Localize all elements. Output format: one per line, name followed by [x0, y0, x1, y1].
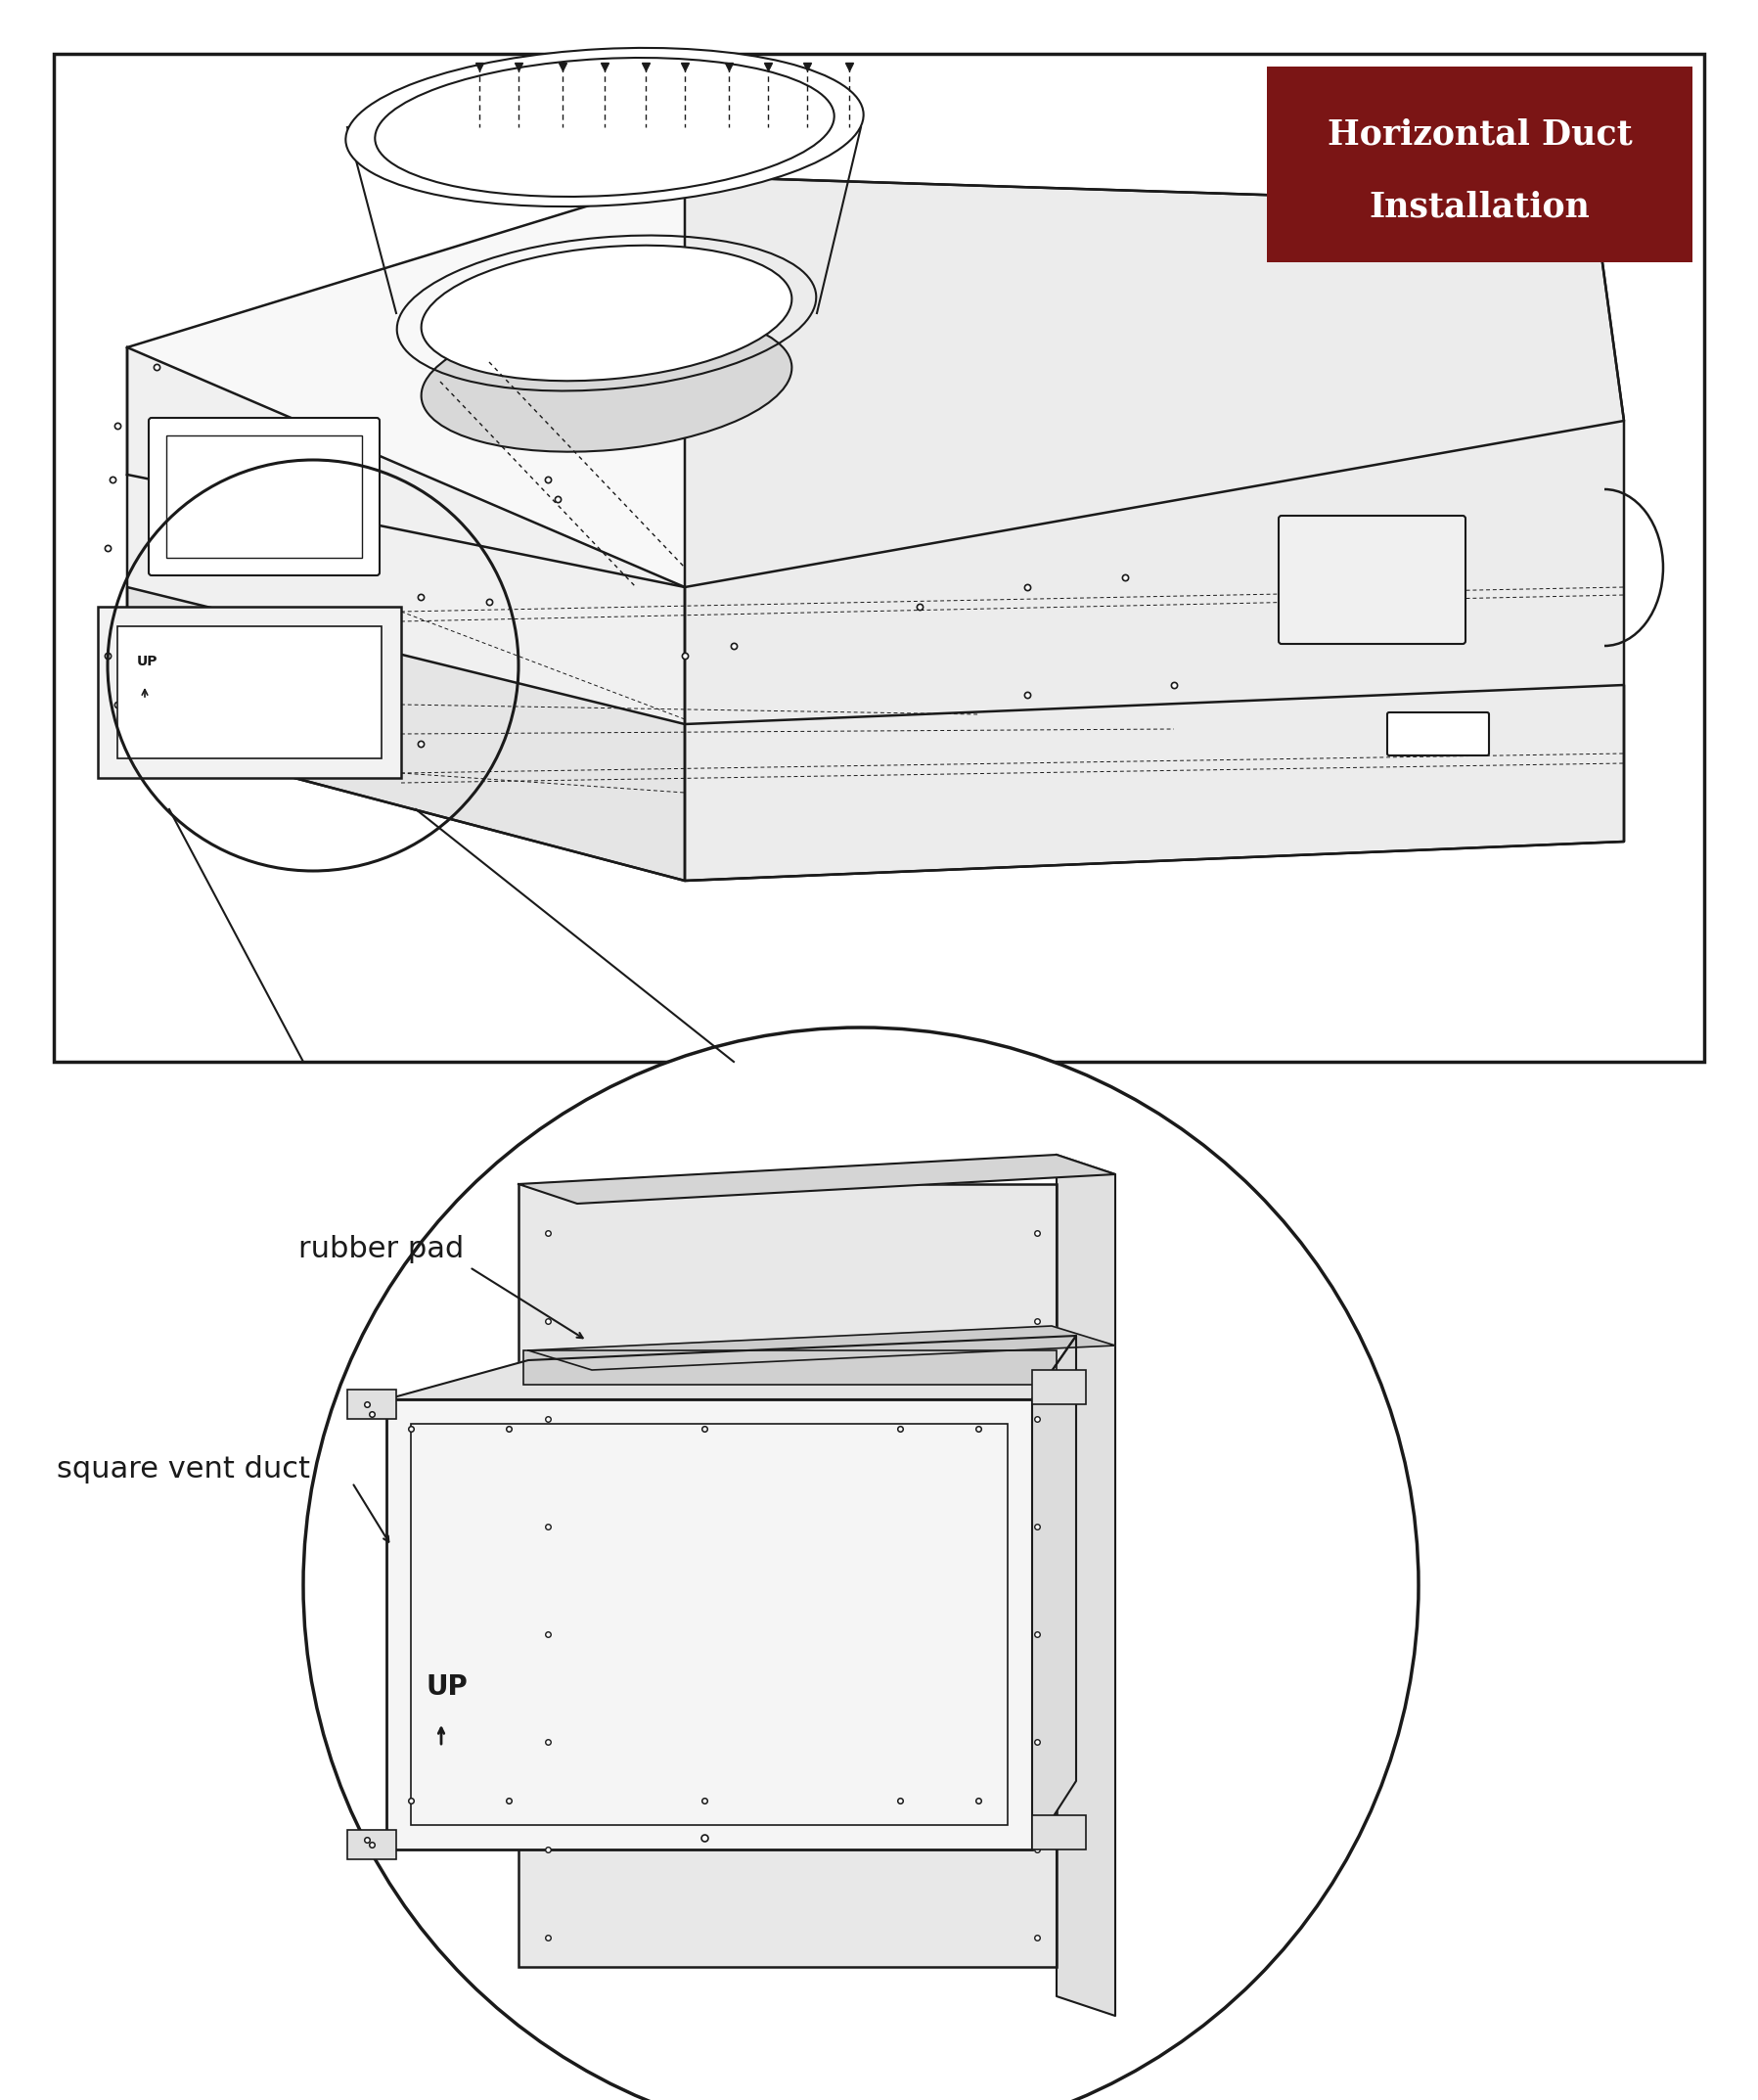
Circle shape: [304, 1027, 1419, 2100]
Bar: [98, 607, 401, 777]
Polygon shape: [127, 588, 1624, 880]
Bar: [348, 1829, 396, 1858]
Text: Installation: Installation: [1369, 191, 1589, 225]
Polygon shape: [519, 1155, 1115, 1203]
Bar: [1268, 67, 1693, 262]
Text: square vent duct: square vent duct: [56, 1455, 309, 1483]
Polygon shape: [387, 1336, 1076, 1399]
Text: UP: UP: [137, 655, 158, 668]
Bar: [54, 55, 1704, 1063]
Ellipse shape: [422, 246, 791, 380]
Bar: [1032, 1369, 1086, 1405]
Ellipse shape: [346, 48, 863, 206]
FancyBboxPatch shape: [1387, 712, 1489, 756]
Polygon shape: [1057, 1155, 1115, 2016]
Polygon shape: [127, 347, 686, 880]
FancyBboxPatch shape: [1278, 517, 1466, 645]
Bar: [411, 1424, 1007, 1825]
Polygon shape: [529, 1325, 1115, 1369]
Text: Horizontal Duct: Horizontal Duct: [1327, 118, 1631, 151]
Bar: [167, 435, 362, 559]
Bar: [524, 1350, 1057, 1384]
Polygon shape: [686, 176, 1624, 880]
FancyBboxPatch shape: [149, 418, 380, 575]
Polygon shape: [1032, 1336, 1076, 1850]
Bar: [348, 1390, 396, 1420]
Text: rubber pad: rubber pad: [299, 1235, 464, 1264]
Ellipse shape: [422, 311, 791, 452]
Bar: [118, 626, 381, 758]
Polygon shape: [127, 176, 1624, 588]
Text: UP: UP: [425, 1674, 468, 1701]
Bar: [1032, 1814, 1086, 1850]
Bar: [519, 1184, 1057, 1968]
Bar: [387, 1399, 1032, 1850]
Ellipse shape: [374, 59, 835, 197]
